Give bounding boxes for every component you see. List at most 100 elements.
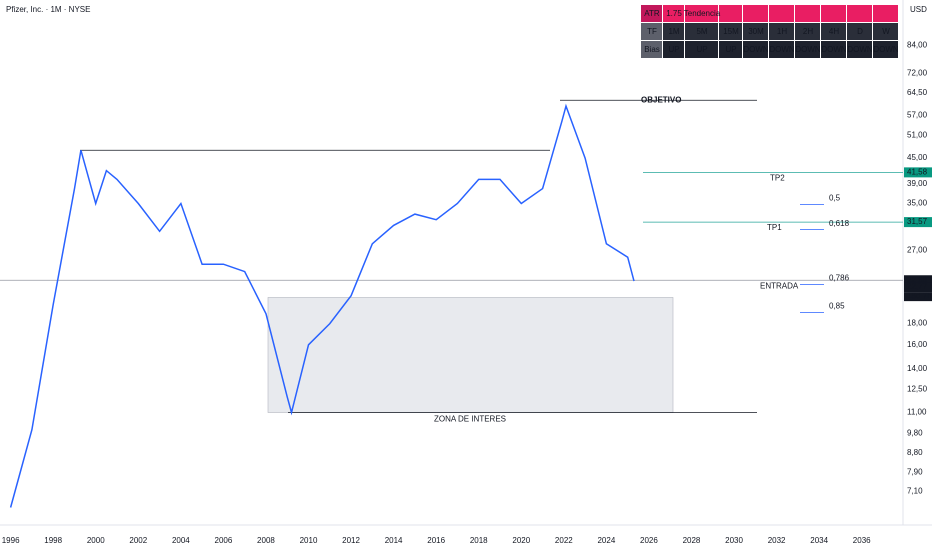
price-tag [904,167,932,178]
table-cell [663,5,684,22]
table-cell [769,23,794,40]
table-cell [873,23,898,40]
zone-label: ZONA DE INTERES [434,415,506,424]
table-text: DOWN [743,45,769,54]
price-tag-label: 22,88 [907,275,928,284]
table-text: 1.75 [666,9,682,18]
table-text: 30M [748,27,764,36]
table-text: UP [668,45,679,54]
table-text: 5M [696,27,707,36]
table-cell [821,5,846,22]
price-tag-label: 31,57 [907,217,928,226]
y-tick-label: 57,00 [907,111,928,120]
table-text: DOWN [769,45,795,54]
y-tick-label: 72,00 [907,68,928,77]
y-tick-label: 12,50 [907,385,928,394]
table-cell [719,23,742,40]
table-cell [873,5,898,22]
table-text: UP [696,45,707,54]
y-tick-label: 64,50 [907,88,928,97]
table-cell [685,23,718,40]
x-tick-label: 2002 [129,536,147,545]
x-tick-label: 2034 [810,536,828,545]
x-tick-label: 2028 [683,536,701,545]
y-tick-label: 8,80 [907,448,923,457]
x-tick-label: 2020 [512,536,530,545]
table-text: W [882,27,890,36]
table-cell [743,23,768,40]
y-tick-label: 18,00 [907,319,928,328]
table-text: 1M [668,27,679,36]
table-cell [873,41,898,58]
y-tick-label: 7,90 [907,467,923,476]
table-text: D [857,27,863,36]
price-line [9,103,635,508]
y-tick-label: 27,00 [907,245,928,254]
x-tick-label: 2012 [342,536,360,545]
x-tick-label: 2018 [470,536,488,545]
table-text: 4H [829,27,839,36]
table-cell [769,41,794,58]
x-tick-label: 2014 [385,536,403,545]
table-cell [663,41,684,58]
table-text: ATR [644,9,660,18]
countdown-bg [904,292,932,302]
table-cell [821,23,846,40]
fib-label: 0,618 [829,219,850,228]
x-tick-label: 2000 [87,536,105,545]
table-cell [821,41,846,58]
table-cell [641,5,662,22]
table-text: DOWN [821,45,847,54]
level-label: OBJETIVO [641,95,681,104]
x-tick-label: 2016 [427,536,445,545]
fib-label: 0,85 [829,301,845,310]
table-cell [795,5,820,22]
x-tick-label: 2024 [597,536,615,545]
table-text: 2H [803,27,813,36]
table-cell [743,41,768,58]
currency: USD [910,5,927,14]
table-cell [847,5,872,22]
table-text: UP [725,45,736,54]
fib-label: 0,5 [829,194,841,203]
table-text: TF [647,27,657,36]
y-tick-label: 84,00 [907,40,928,49]
table-text: 15M [723,27,739,36]
price-tag-label: 22,77 [907,282,928,291]
zone-box [267,297,674,413]
table-cell [719,5,742,22]
x-tick-label: 2030 [725,536,743,545]
price-tag-label: 41,58 [907,167,928,176]
price-tag [904,282,932,293]
y-tick-label: 7,10 [907,487,923,496]
x-tick-label: 2004 [172,536,190,545]
x-tick-label: 2036 [853,536,871,545]
level-label: TP2 [770,173,785,182]
table-text: Tendencia [684,9,721,18]
table-cell [663,23,684,40]
table-cell [847,41,872,58]
x-tick-label: 1996 [2,536,20,545]
x-tick-label: 2022 [555,536,573,545]
y-tick-label: 9,80 [907,428,923,437]
chart-title: Pfizer, Inc. · 1M · NYSE [6,5,90,14]
table-cell [685,41,718,58]
table-cell [847,23,872,40]
table-cell [685,5,718,22]
price-tag [904,275,932,286]
table-cell [719,41,742,58]
x-tick-label: 2008 [257,536,275,545]
table-cell [743,5,768,22]
table-text: Bias [644,45,660,54]
y-tick-label: 45,00 [907,153,928,162]
table-text: 1H [777,27,787,36]
table-text: DOWN [873,45,899,54]
level-label: ENTRADA [760,281,799,290]
x-tick-label: 1998 [44,536,62,545]
table-cell [641,41,662,58]
x-tick-label: 2010 [300,536,318,545]
y-tick-label: 39,00 [907,179,928,188]
level-label: TP1 [767,223,782,232]
countdown: 18d 7h [907,292,931,301]
